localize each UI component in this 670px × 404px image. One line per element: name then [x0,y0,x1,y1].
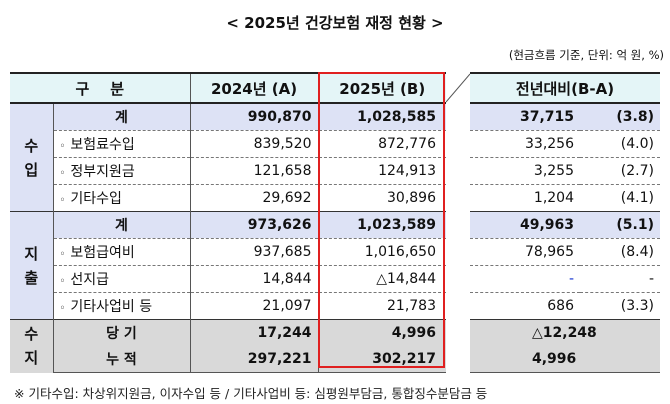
header-category: 구 분 [10,72,191,104]
value-2024: 990,870 [190,102,319,131]
header-2024: 2024년 (A) [190,72,319,104]
value-2024: 29,692 [190,184,319,212]
table-row: ◦ 기타사업비 등 21,097 21,783 686 (3.3) [10,292,660,320]
group-income: 수 입 [10,102,54,212]
value-2024: 973,626 [190,211,319,239]
value-2025: △14,844 [318,265,446,293]
diff-percent: (3.8) [580,102,660,131]
value-2025: 1,028,585 [318,102,446,131]
diff-value: 3,255 [470,157,580,185]
diff-percent: (2.7) [580,157,660,185]
value-2024: 121,658 [190,157,319,185]
table-row: ◦ 선지급 14,844 △14,844- - [10,265,660,293]
row-label: ◦ 정부지원금 [53,157,191,185]
value-2025: 4,996 [318,319,446,346]
table-row: 지 출 계 973,626 1,023,589 49,963 (5.1) [10,211,660,320]
group-expense: 지 출 [10,211,54,320]
value-2025: 21,783 [318,292,446,320]
diff-percent: (4.0) [580,130,660,158]
diff-value: 686 [470,292,580,320]
row-label: 누 적 [53,346,191,373]
diff-value: 78,965 [470,238,580,266]
diff-percent: (3.3) [580,292,660,320]
row-label: ◦ 선지급 [53,265,191,293]
value-2024: 21,097 [190,292,319,320]
value-2025: 124,913 [318,157,446,185]
diff-value: △12,248 [470,319,660,346]
value-2024: 839,520 [190,130,319,158]
finance-table: 구 분 2024년 (A) 2025년 (B) 전년대비(B-A) 수 입 계 99… [10,72,660,373]
value-2025: 872,776 [318,130,446,158]
diff-percent: (5.1) [580,211,660,239]
table-row: ◦ 보험급여비 937,685 1,016,650 78,965 (8.4) [10,238,660,266]
row-label: ◦ 기타사업비 등 [53,292,191,320]
diff-value: 33,256 [470,130,580,158]
table-row: ◦ 정부지원금 121,658 124,913 3,255 (2.7) [10,157,660,185]
value-2024: 937,685 [190,238,319,266]
unit-note: (현금흐름 기준, 단위: 억 원, %) [508,48,664,62]
row-label: 당 기 [53,319,191,346]
table-row: 누 적 297,221 302,217 4,996 [10,346,660,373]
value-2025: 30,896 [318,184,446,212]
row-label: ◦ 기타수입 [53,184,191,212]
row-label: ◦ 보험급여비 [53,238,191,266]
diff-percent: (8.4) [580,238,660,266]
diff-value: 1,204 [470,184,580,212]
diff-percent: - [580,265,660,293]
footnote: ※ 기타수입: 차상위지원금, 이자수입 등 / 기타사업비 등: 심평원부담금… [14,386,488,401]
diff-value: - [470,265,580,293]
diff-value: 37,715 [470,102,580,131]
value-2024: 14,844 [190,265,319,293]
value-2024: 297,221 [190,346,319,373]
row-label: ◦ 보험료수입 [53,130,191,158]
table-title: < 2025년 건강보험 재정 현황 > [226,14,444,32]
value-2025: 1,023,589 [318,211,446,239]
value-2024: 17,244 [190,319,319,346]
row-label: 계 [53,102,191,131]
header-diff: 전년대비(B-A) [470,72,660,104]
row-label: 계 [53,211,191,239]
header-2025: 2025년 (B) [318,72,446,104]
value-2025: 1,016,650 [318,238,446,266]
diff-value: 49,963 [470,211,580,239]
table-row: ◦ 보험료수입 839,520 872,776 33,256 (4.0) [10,130,660,158]
table-row: ◦ 기타수입 29,692 30,896 1,204 (4.1) [10,184,660,212]
diff-value: 4,996 [470,346,660,373]
header-row: 구 분 2024년 (A) 2025년 (B) 전년대비(B-A) [10,72,660,104]
group-balance: 수 지 [10,319,54,373]
value-2025: 302,217 [318,346,446,373]
table-row: 수 입 계 990,870 1,028,585 37,715 (3.8) [10,102,660,212]
diff-percent: (4.1) [580,184,660,212]
